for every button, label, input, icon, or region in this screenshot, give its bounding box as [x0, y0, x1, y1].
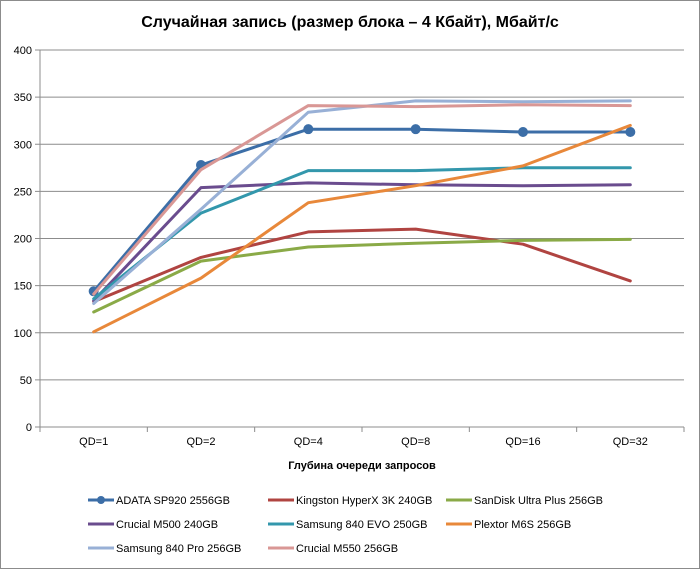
legend-label: Kingston HyperX 3K 240GB — [296, 495, 432, 507]
plot-area: 0 50 100 150 200 250 300 350 400 QD=1 QD=2 QD=4 QD=8… — [14, 45, 685, 448]
legend-label: Samsung 840 Pro 256GB — [116, 543, 241, 555]
y-tick-label: 100 — [14, 328, 32, 340]
y-tick-label: 200 — [14, 234, 32, 246]
chart-title: Случайная запись (размер блока – 4 Кбайт… — [141, 14, 559, 31]
series-point-0 — [625, 126, 636, 137]
y-tick-label: 350 — [14, 92, 32, 104]
legend-item: Samsung 840 Pro 256GB — [88, 543, 241, 555]
legend-label: SanDisk Ultra Plus 256GB — [474, 495, 603, 507]
series-line-1 — [92, 227, 632, 304]
legend-label: Crucial M550 256GB — [296, 543, 398, 555]
y-tick-label: 400 — [14, 45, 32, 57]
y-tick-label: 250 — [14, 186, 32, 198]
series-line-2 — [92, 237, 632, 314]
legend-label: Crucial M500 240GB — [116, 519, 218, 531]
legend-label: Samsung 840 EVO 250GB — [296, 519, 427, 531]
x-tick-label: QD=1 — [79, 436, 108, 448]
series-line-7 — [92, 103, 632, 296]
legend-item: Plextor M6S 256GB — [446, 519, 571, 531]
y-tick-label: 300 — [14, 139, 32, 151]
x-tick-label: QD=8 — [401, 436, 430, 448]
y-tick-label: 50 — [20, 375, 32, 387]
x-axis-title: Глубина очереди запросов — [288, 460, 436, 472]
legend-item: SanDisk Ultra Plus 256GB — [446, 495, 603, 507]
y-tick-label: 150 — [14, 281, 32, 293]
series-point-0 — [518, 126, 528, 137]
x-tick-label: QD=16 — [505, 436, 540, 448]
series-line-3 — [92, 181, 632, 303]
legend-item: Samsung 840 EVO 250GB — [268, 519, 427, 531]
legend-label: ADATA SP920 2556GB — [116, 495, 230, 507]
series-line-4 — [92, 166, 632, 301]
x-tick-label: QD=4 — [294, 436, 323, 448]
legend-label: Plextor M6S 256GB — [474, 519, 571, 531]
series-line-0 — [92, 127, 632, 293]
x-tick-label: QD=32 — [613, 436, 648, 448]
legend-item: Kingston HyperX 3K 240GB — [268, 495, 432, 507]
y-tick-label: 0 — [26, 422, 32, 434]
x-tick-label: QD=2 — [186, 436, 215, 448]
legend-item: Crucial M550 256GB — [268, 543, 398, 555]
legend-marker — [97, 496, 105, 504]
series-line-5 — [92, 123, 632, 334]
legend: ADATA SP920 2556GB Kingston HyperX 3K 240… — [88, 495, 603, 555]
series-point-0 — [410, 124, 421, 135]
series-point-0 — [303, 124, 314, 135]
legend-item: ADATA SP920 2556GB — [88, 495, 230, 507]
legend-item: Crucial M500 240GB — [88, 519, 218, 531]
